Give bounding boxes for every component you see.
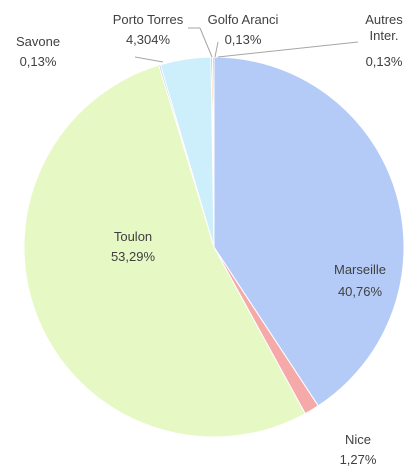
slice-value-label: 1,27% <box>339 452 377 467</box>
slice-label: Porto Torres <box>112 12 184 27</box>
slice-label: Golfo Aranci <box>207 12 279 27</box>
slice-value-label: 0,13% <box>224 32 262 47</box>
slice-label: Autres Inter. <box>365 12 403 43</box>
slice-label: Toulon <box>113 229 153 244</box>
leader-line <box>214 41 219 58</box>
slice-value-label: 0,13% <box>19 54 57 69</box>
pie-slice <box>213 56 405 407</box>
slice-label: Savone <box>15 34 61 49</box>
slice-value-label: 53,29% <box>110 249 156 264</box>
leader-line <box>217 41 359 58</box>
slice-label: Nice <box>344 432 372 447</box>
slice-value-label: 4,304% <box>125 32 171 47</box>
pie-slice <box>23 64 306 438</box>
slice-value-label: 0,13% <box>365 54 403 69</box>
leader-line <box>199 27 213 58</box>
slice-label: Marseille <box>333 262 387 277</box>
leader-line <box>134 56 164 63</box>
slice-value-label: 40,76% <box>337 284 383 299</box>
